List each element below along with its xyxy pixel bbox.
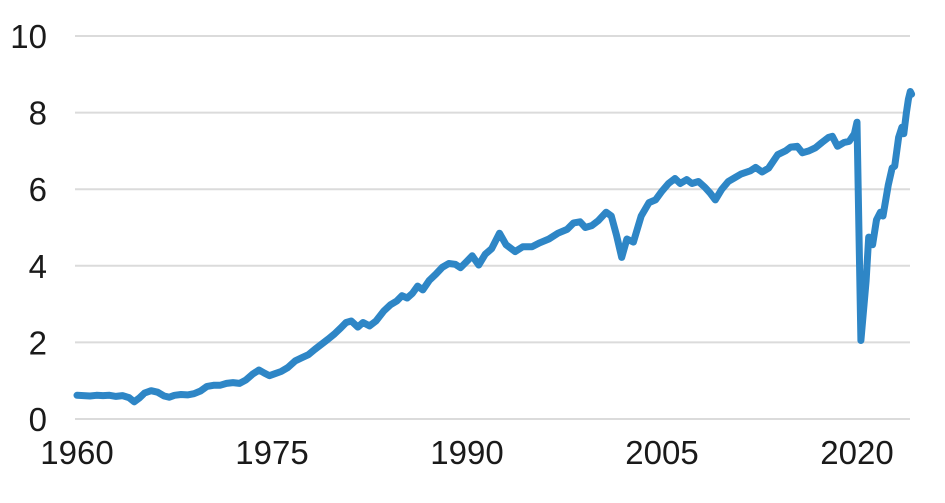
y-tick-label-8: 8 xyxy=(29,95,47,132)
x-tick-label-2005: 2005 xyxy=(625,434,698,471)
x-tick-label-1975: 1975 xyxy=(235,434,308,471)
x-tick-label-1990: 1990 xyxy=(430,434,503,471)
x-tick-label-2020: 2020 xyxy=(820,434,893,471)
y-axis-tick-labels: 0 2 4 6 8 10 xyxy=(10,18,47,438)
data-line-series-1 xyxy=(73,88,916,406)
x-axis-tick-labels: 1960 1975 1990 2005 2020 xyxy=(40,434,893,471)
y-tick-label-2: 2 xyxy=(29,324,47,361)
y-tick-label-6: 6 xyxy=(29,171,47,208)
y-tick-label-0: 0 xyxy=(29,401,47,438)
x-tick-label-1960: 1960 xyxy=(40,434,113,471)
y-tick-label-10: 10 xyxy=(10,18,47,55)
series-group xyxy=(73,88,916,406)
gridline-group xyxy=(75,35,910,420)
y-tick-label-4: 4 xyxy=(29,248,47,285)
